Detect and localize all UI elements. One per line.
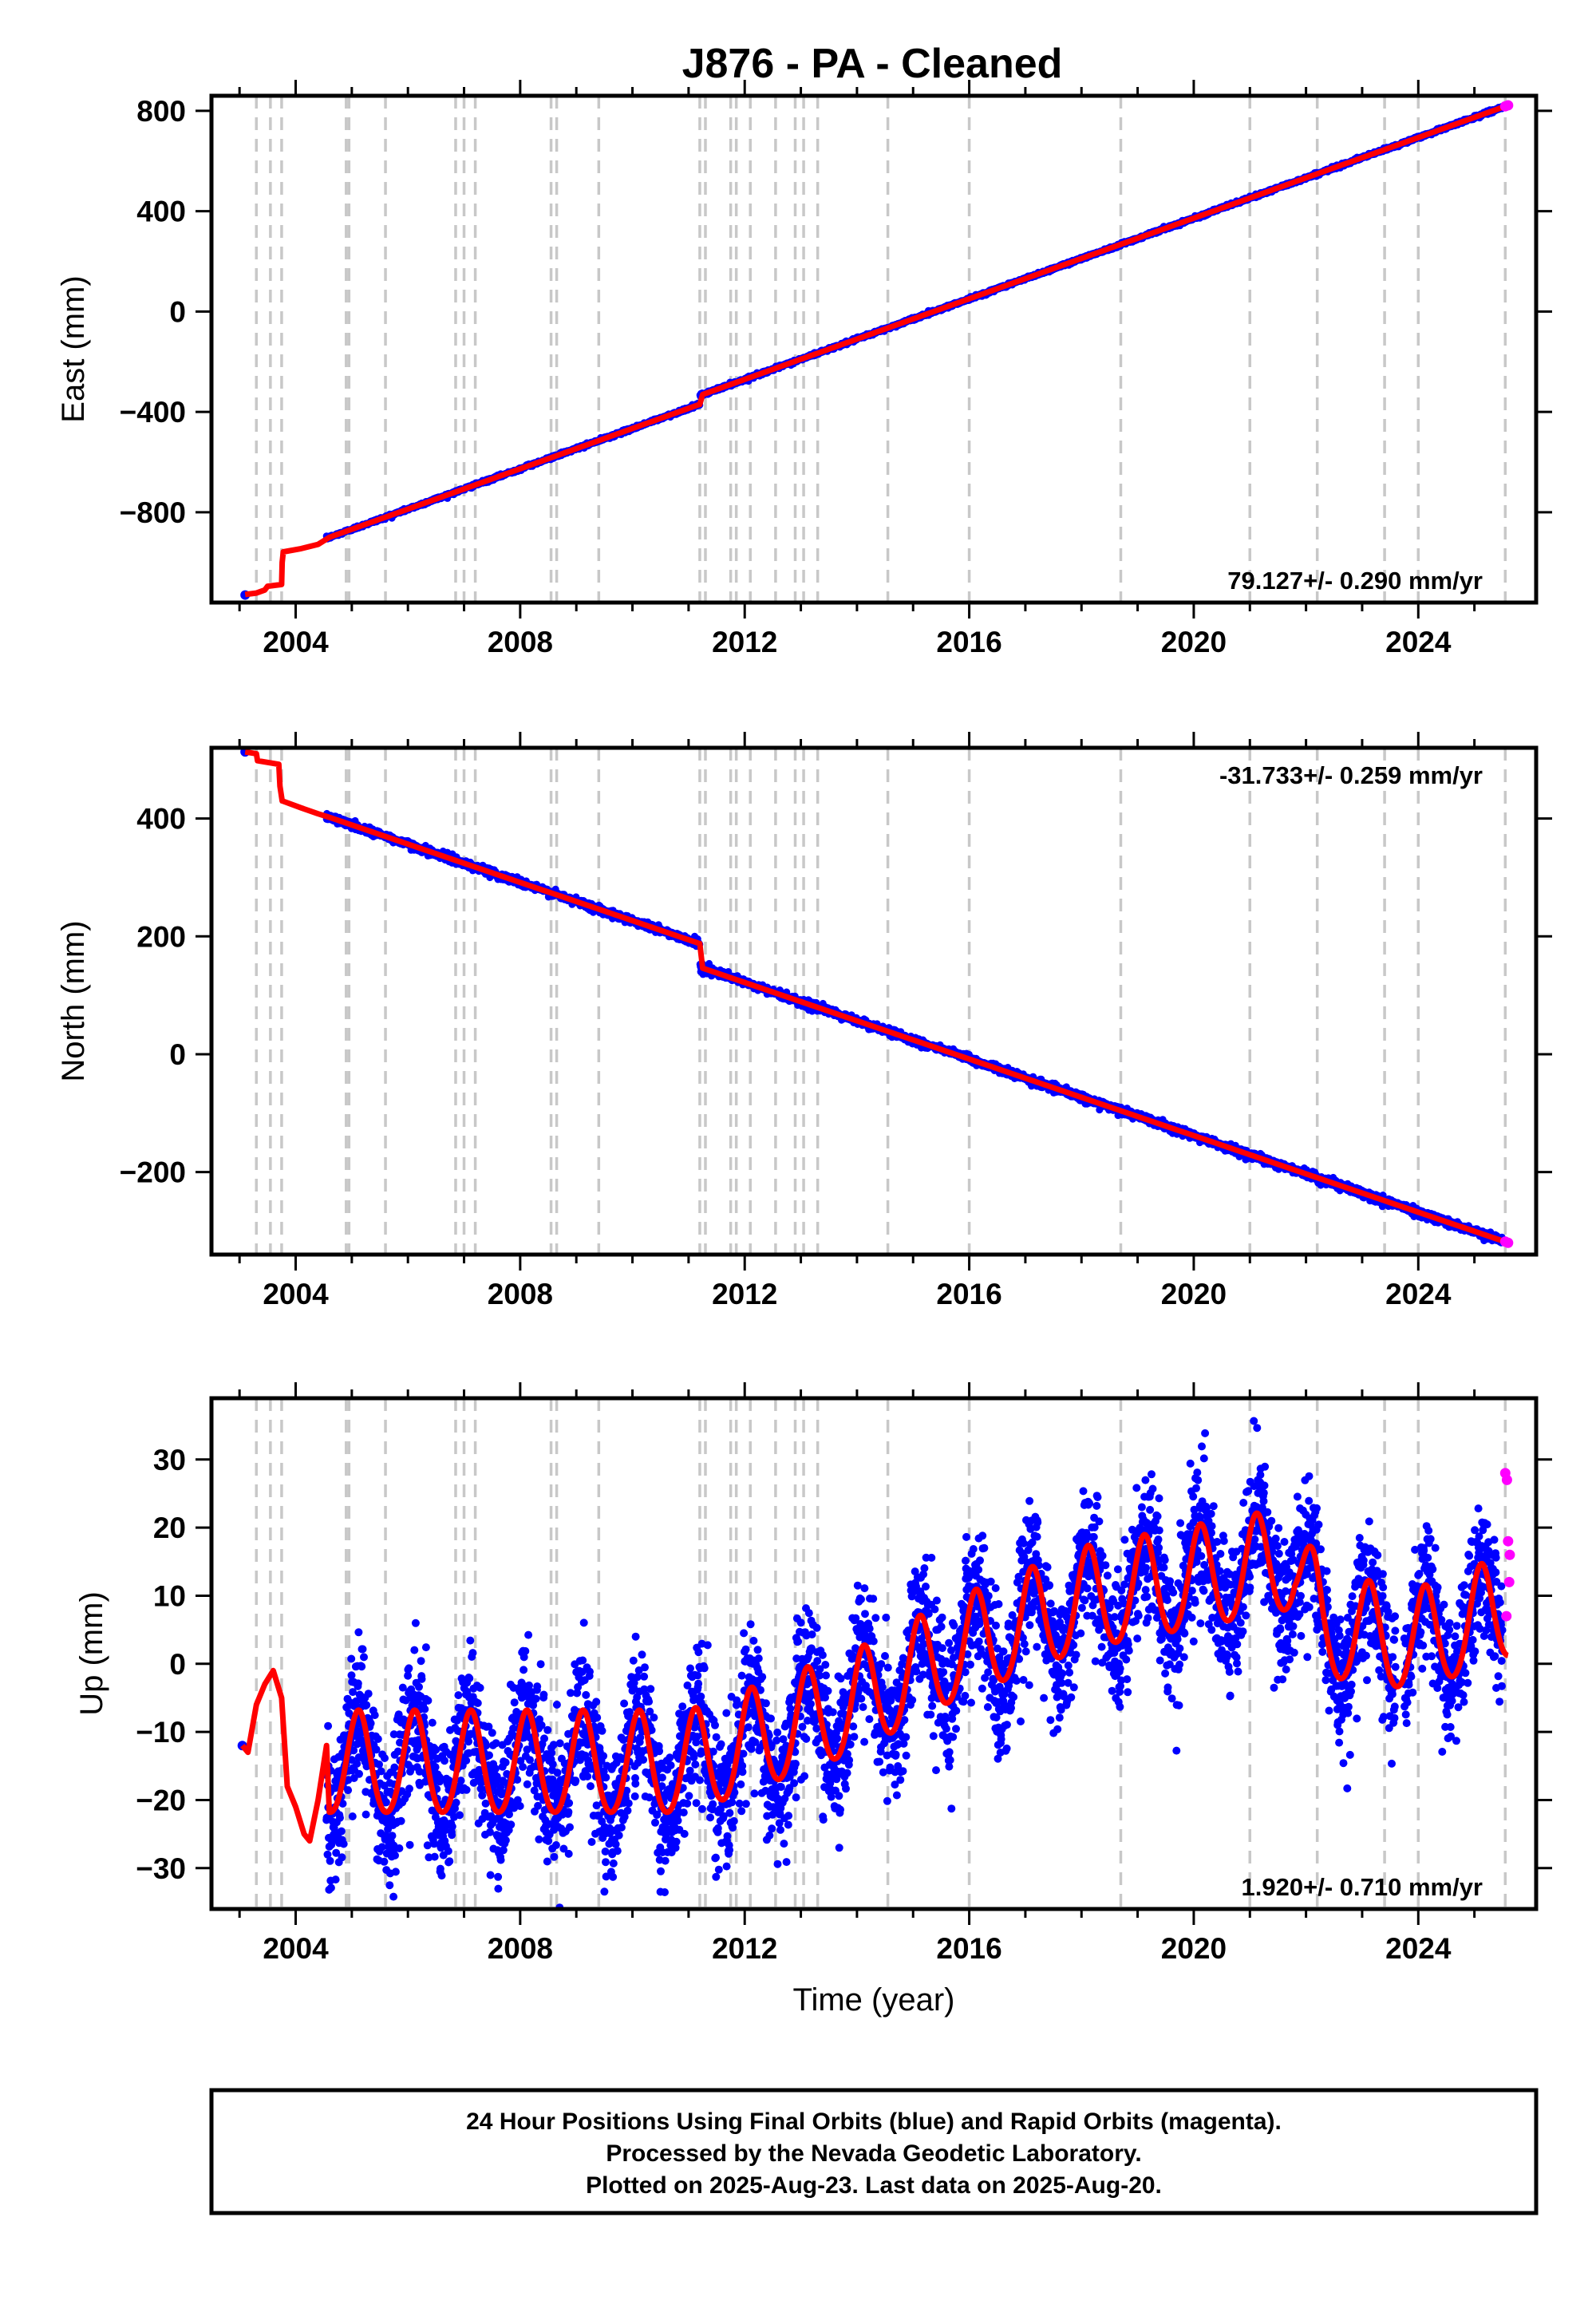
plot-area (240, 748, 1514, 1248)
y-tick-label: −400 (120, 396, 186, 429)
rapid-orbit-point (1503, 100, 1514, 111)
y-tick-label: 0 (169, 295, 186, 328)
x-tick-label: 2016 (936, 626, 1001, 658)
page-title: J876 - PA - Cleaned (682, 41, 1063, 87)
x-tick-label: 2012 (712, 626, 777, 658)
x-tick-label: 2020 (1161, 626, 1227, 658)
north-panel: 2004 2008 2012 2016 2020 2024−2000200400North… (56, 732, 1552, 1310)
x-tick-label: 2024 (1385, 626, 1452, 658)
y-tick-label: 400 (136, 196, 186, 228)
y-tick-label: 800 (136, 95, 186, 128)
y-tick-label: −800 (120, 496, 186, 529)
x-tick-label: 2008 (488, 626, 553, 658)
velocity-label: 79.127+/- 0.290 mm/yr (1227, 567, 1483, 595)
x-tick-label: 2004 (263, 626, 329, 658)
plot-area (240, 100, 1514, 600)
east-panel: 2004 2008 2012 2016 2020 2024 −800 −400 0 400 800 E… (56, 80, 1552, 658)
y-axis-label: East (mm) (56, 275, 91, 422)
